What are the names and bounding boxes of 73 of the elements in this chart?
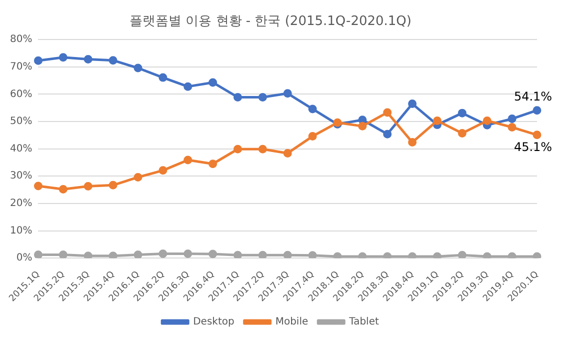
y-tick-label: 20% [10,198,32,210]
y-tick-label: 10% [10,225,32,236]
point [333,252,342,258]
point [58,185,68,194]
point [432,116,442,125]
point [508,252,516,258]
legend-label: Desktop [193,316,234,328]
point [34,182,42,190]
point [34,250,42,258]
point [184,156,192,164]
point [108,252,118,258]
point [458,129,466,138]
point [358,122,367,130]
point [108,180,118,190]
point [283,250,292,258]
point [383,130,392,138]
y-tick-label: 30% [10,170,32,182]
y-tick-label: 70% [10,62,32,73]
point [408,100,417,108]
point [508,123,516,132]
point [308,251,317,258]
y-tick-label: 60% [10,88,32,100]
point [233,250,242,258]
chart-title: 플랫폼별 이용 현황 - 한국 (2015.1Q-2020.1Q) [130,14,412,30]
point [408,138,417,147]
point [532,252,542,258]
point [258,144,267,154]
point [184,249,192,258]
point [532,106,542,115]
point [482,116,492,125]
point [508,114,516,124]
point [84,55,92,64]
point [383,252,392,258]
legend-label: Mobile [275,316,308,328]
point [134,250,142,258]
point [233,92,242,102]
point [208,78,218,87]
point [208,160,218,168]
point [283,148,292,158]
point [482,252,492,258]
point [208,250,218,258]
point [308,104,317,114]
point [108,56,118,65]
y-tick-label: 80% [10,34,32,46]
data-label: 45.1% [514,140,552,154]
point [408,252,417,258]
point [158,166,168,175]
point [84,182,92,191]
legend-label: Tablet [348,316,379,328]
y-tick-label: 0% [16,252,32,264]
point [258,92,267,102]
point [258,250,267,258]
data-label: 54.1% [514,89,552,104]
point [34,56,42,65]
point [432,252,442,258]
point [58,53,68,62]
y-tick-label: 50% [10,116,32,128]
point [134,172,142,182]
point [532,130,542,140]
point [58,250,68,258]
point [84,252,92,258]
y-tick-label: 40% [10,143,32,154]
point [358,252,367,258]
point [308,132,317,141]
point [383,108,392,117]
point [458,108,466,118]
point [158,73,168,82]
point [134,64,142,72]
point [184,82,192,91]
point [458,250,466,258]
point [233,144,242,154]
point [283,89,292,98]
point [158,249,168,258]
